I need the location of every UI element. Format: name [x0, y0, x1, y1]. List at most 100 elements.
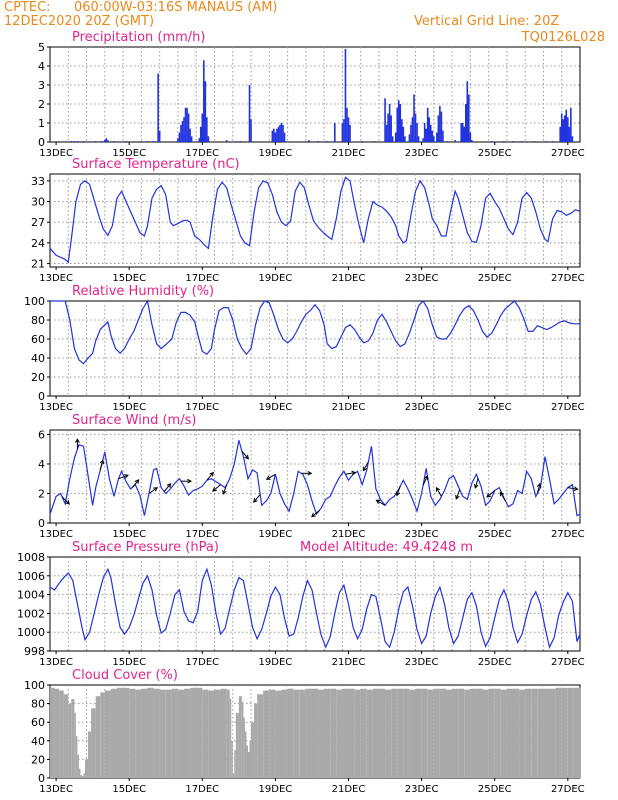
wind-arrow [435, 486, 442, 497]
cloud-bar [275, 690, 282, 778]
precip-bar [282, 124, 284, 142]
x-tick-label: 15DEC [112, 784, 146, 795]
precip-bar [187, 113, 190, 142]
x-tick-label: 27DEC [551, 402, 585, 413]
y-tick-label: 20 [31, 753, 45, 766]
y-tick-label: 1002 [17, 607, 45, 620]
precip-bar [207, 136, 210, 142]
panel-frame [49, 173, 581, 268]
precip-bar [431, 130, 434, 142]
precip-bar [461, 123, 464, 142]
cloud-bar [500, 689, 507, 778]
wind-arrow [499, 491, 506, 502]
precip-bar [428, 117, 431, 142]
y-tick-label: 80 [31, 698, 45, 711]
cloud-bar [372, 688, 379, 778]
precip-bar [283, 132, 286, 142]
precip-bar [432, 136, 435, 142]
panel-frame [49, 46, 581, 143]
y-tick-label: 3 [38, 79, 45, 92]
x-tick-label: 15DEC [112, 402, 146, 413]
x-tick-label: 25DEC [478, 529, 512, 540]
precip-bar [396, 107, 399, 142]
cloud-bar [293, 689, 300, 778]
cloud-bar [287, 688, 294, 778]
cloud-bar [336, 689, 343, 778]
x-tick-label: 15DEC [112, 148, 146, 159]
cloud-bar [464, 689, 471, 778]
precip-bar [391, 136, 394, 142]
wind-arrow [473, 478, 479, 489]
wind-arrow [118, 474, 129, 480]
precip-bar [346, 107, 348, 142]
precip-bar [280, 123, 283, 142]
y-tick-label: 80 [31, 314, 45, 327]
precip-bar [349, 124, 351, 142]
cloud-bar [95, 696, 101, 778]
cloud-bar [129, 688, 136, 778]
precip-bar [422, 138, 424, 142]
x-tick-label: 25DEC [478, 784, 512, 795]
cloud-bar [63, 694, 69, 778]
series-line [49, 440, 581, 517]
cloud-bar [482, 689, 489, 778]
panel-annotation: Model Altitude: 49.4248 m [300, 540, 473, 555]
precip-bar [570, 107, 572, 142]
cloud-bar [330, 688, 337, 778]
cloud-bar [525, 688, 532, 778]
precip-bar [402, 126, 405, 142]
cloud-bar [366, 689, 373, 778]
cloud-bar [512, 688, 520, 778]
precip-bar [347, 117, 350, 142]
precip-bar [199, 126, 202, 142]
cloud-bar [421, 688, 428, 778]
y-tick-label: 40 [31, 735, 45, 748]
x-tick-label: 25DEC [478, 273, 512, 284]
run-id-label: TQ0126L028 [521, 30, 605, 45]
x-tick-label: 17DEC [185, 529, 219, 540]
wind-arrow [536, 482, 542, 494]
cloud-bar [135, 689, 142, 778]
precip-bar [416, 123, 418, 142]
y-tick-label: 27 [31, 216, 45, 229]
cloud-bar [184, 688, 191, 778]
wind-arrow [61, 496, 70, 505]
precip-bar [471, 140, 473, 142]
y-tick-label: 100 [24, 295, 45, 308]
x-tick-label: 23DEC [405, 402, 439, 413]
precip-bar [565, 109, 568, 142]
precip-bar [401, 119, 403, 142]
precip-bar [203, 60, 205, 142]
precip-bar [388, 104, 391, 142]
x-tick-label: 19DEC [259, 148, 293, 159]
cloud-bar [77, 754, 79, 778]
y-tick-label: 1 [38, 117, 45, 130]
precip-bar [184, 107, 187, 142]
x-tick-label: 21DEC [332, 273, 366, 284]
wind-arrow [301, 470, 313, 476]
precip-bar [560, 113, 563, 142]
panel-title: Surface Wind (m/s) [72, 413, 196, 428]
wind-arrow [180, 478, 193, 484]
x-tick-label: 21DEC [332, 148, 366, 159]
precip-bar [408, 134, 411, 142]
precip-bar [190, 136, 193, 142]
precip-bar [198, 138, 201, 142]
precip-bar [186, 107, 188, 142]
cloud-bar [354, 689, 361, 778]
precip-bar [105, 138, 108, 142]
x-tick-label: 17DEC [185, 402, 219, 413]
precip-bar [100, 141, 103, 142]
precip-bar [568, 126, 571, 142]
precip-bar [271, 130, 274, 142]
cloud-bar [269, 689, 276, 778]
precip-bar [177, 138, 179, 142]
wind-arrow [131, 479, 140, 488]
x-tick-label: 13DEC [39, 273, 73, 284]
x-tick-label: 15DEC [112, 657, 146, 668]
cloud-bar [81, 776, 84, 778]
cloud-bar [458, 688, 465, 778]
precip-bar [373, 141, 376, 142]
cloud-bar [68, 703, 72, 778]
cloud-bar [59, 690, 64, 778]
